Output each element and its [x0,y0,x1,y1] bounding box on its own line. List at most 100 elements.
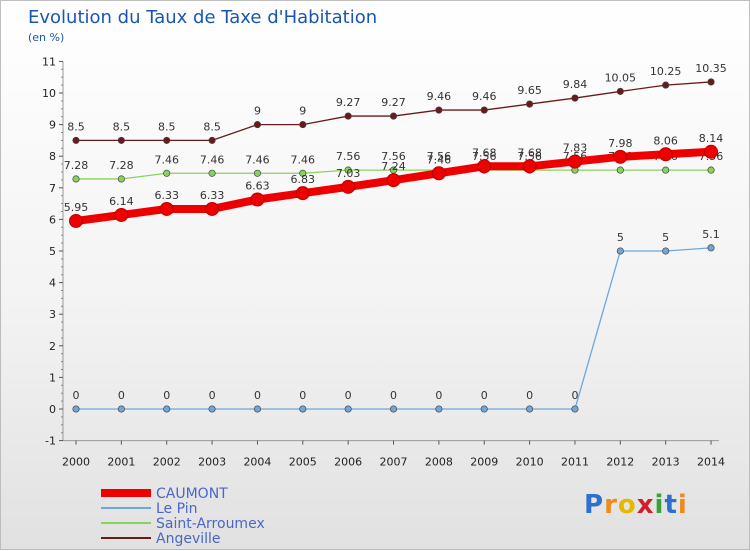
logo-letter: o [617,490,637,520]
data-point-caumont [613,149,628,164]
data-label-le-pin: 0 [254,389,261,402]
data-label-caumont: 7.03 [336,167,361,180]
data-point-saint-arroumex [208,169,216,177]
data-point-caumont [69,213,83,228]
data-label-caumont: 6.83 [291,173,316,186]
data-label-caumont: 6.33 [154,189,179,202]
data-point-caumont [431,166,446,181]
legend-label-angeville: Angeville [156,531,221,547]
data-point-caumont [295,186,310,201]
data-label-saint-arroumex: 7.56 [517,150,542,163]
chart-title: Evolution du Taux de Taxe d'Habitation [28,7,378,28]
data-point-angeville [163,136,171,144]
y-tick-label: 9 [49,119,56,132]
data-point-angeville [662,81,670,89]
data-label-le-pin: 0 [390,389,397,402]
legend-label-caumont: CAUMONT [156,486,228,502]
data-point-caumont [658,147,673,162]
data-point-caumont [341,179,356,194]
data-point-le-pin [571,405,579,413]
data-point-caumont [522,159,537,174]
data-point-angeville [72,136,80,144]
data-label-angeville: 9 [254,105,261,118]
y-tick-label: 5 [49,245,56,258]
data-label-le-pin: 0 [163,389,170,402]
data-label-caumont: 7.24 [381,160,406,173]
data-label-saint-arroumex: 7.56 [472,150,497,163]
data-point-saint-arroumex [344,166,352,174]
data-point-le-pin [435,405,443,413]
logo-letter: t [664,490,678,520]
data-label-le-pin: 0 [299,389,306,402]
logo-letter: i [654,490,665,520]
data-point-saint-arroumex [163,169,171,177]
x-tick-label: 2002 [153,456,181,469]
x-tick-label: 2007 [380,456,408,469]
data-label-saint-arroumex: 7.28 [109,159,134,172]
data-point-angeville [526,100,534,108]
data-label-angeville: 8.5 [158,120,176,133]
data-label-saint-arroumex: 7.56 [336,150,361,163]
data-point-caumont [114,207,129,222]
data-point-le-pin [344,405,352,413]
data-point-angeville [253,121,261,129]
data-point-angeville [707,78,715,86]
data-label-angeville: 8.5 [113,120,131,133]
data-point-saint-arroumex [616,166,624,174]
data-label-saint-arroumex: 7.46 [291,153,316,166]
data-point-saint-arroumex [253,169,261,177]
data-point-le-pin [253,405,261,413]
data-label-caumont: 6.63 [245,179,270,192]
data-point-le-pin [299,405,307,413]
y-tick-label: 4 [49,277,56,290]
data-point-caumont [704,144,719,159]
x-tick-label: 2013 [652,456,680,469]
data-label-le-pin: 5 [662,231,669,244]
data-point-angeville [299,121,307,129]
data-point-angeville [571,94,579,102]
x-tick-label: 2001 [107,456,135,469]
data-point-angeville [616,87,624,95]
x-tick-label: 2011 [561,456,589,469]
data-label-le-pin: 5 [617,231,624,244]
x-tick-label: 2006 [334,456,362,469]
data-label-le-pin: 0 [571,389,578,402]
x-tick-label: 2003 [198,456,226,469]
data-point-angeville [117,136,125,144]
data-label-saint-arroumex: 7.28 [64,159,89,172]
data-point-caumont [477,159,492,174]
data-label-angeville: 8.5 [203,120,221,133]
logo-letter: i [677,490,688,520]
data-point-saint-arroumex [662,166,670,174]
data-label-caumont: 8.14 [699,132,724,145]
data-label-caumont: 7.83 [563,142,588,155]
x-tick-label: 2008 [425,456,453,469]
y-tick-label: 2 [49,340,56,353]
data-point-saint-arroumex [117,175,125,183]
data-label-caumont: 6.33 [200,189,225,202]
x-tick-label: 2000 [62,456,90,469]
data-point-caumont [386,173,401,188]
data-point-saint-arroumex [707,166,715,174]
data-label-caumont: 7.68 [517,146,542,159]
data-point-le-pin [616,247,624,255]
data-point-angeville [389,112,398,120]
data-label-saint-arroumex: 7.46 [154,153,179,166]
data-label-le-pin: 0 [481,389,488,402]
legend-label-le-pin: Le Pin [156,501,198,517]
data-point-le-pin [526,405,534,413]
data-point-le-pin [72,405,80,413]
data-point-le-pin [662,247,670,255]
chart-subtitle: (en %) [28,31,65,44]
data-label-caumont: 8.06 [653,134,678,147]
data-label-saint-arroumex: 7.56 [381,150,406,163]
data-label-angeville: 10.05 [605,71,637,84]
data-label-le-pin: 0 [345,389,352,402]
data-label-angeville: 9.65 [517,84,542,97]
y-tick-label: 11 [42,55,56,68]
x-tick-label: 2009 [470,456,498,469]
data-point-le-pin [117,405,125,413]
data-point-angeville [344,112,352,120]
logo-letter: r [604,490,618,520]
